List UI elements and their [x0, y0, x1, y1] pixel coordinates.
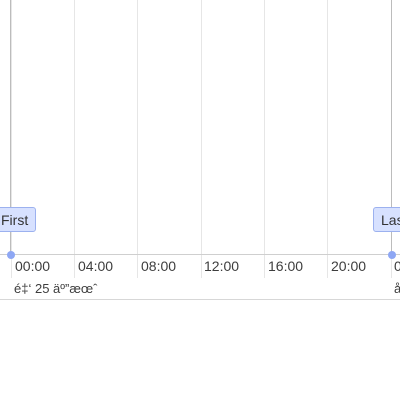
timeline-view[interactable]: First Las 00:00 04:00 08:00 12:00 16:00 … [0, 0, 400, 300]
grid-line [74, 0, 75, 278]
tick-label: 00:00 [15, 258, 51, 274]
last-marker-handle[interactable] [388, 251, 396, 259]
date-label: å [394, 281, 400, 296]
tick-label: 08:00 [141, 258, 177, 274]
grid-line [11, 0, 12, 278]
last-marker-line [391, 0, 392, 255]
first-marker-line [10, 0, 11, 255]
last-marker-label[interactable]: Las [373, 207, 400, 232]
tick-label: 16:00 [268, 258, 304, 274]
date-label: é‡‘ 25 äº”æœˆ [14, 281, 98, 296]
tick-label: 04:00 [78, 258, 114, 274]
tick-label: 12:00 [204, 258, 240, 274]
tick-label: 20:00 [331, 258, 367, 274]
grid-line [137, 0, 138, 278]
first-marker-handle[interactable] [7, 251, 15, 259]
timeline-axis-line [0, 254, 400, 255]
grid-line [201, 0, 202, 278]
tick-label: 0 [394, 258, 400, 274]
first-marker-label[interactable]: First [0, 207, 37, 232]
grid-line [327, 0, 328, 278]
grid-line [264, 0, 265, 278]
